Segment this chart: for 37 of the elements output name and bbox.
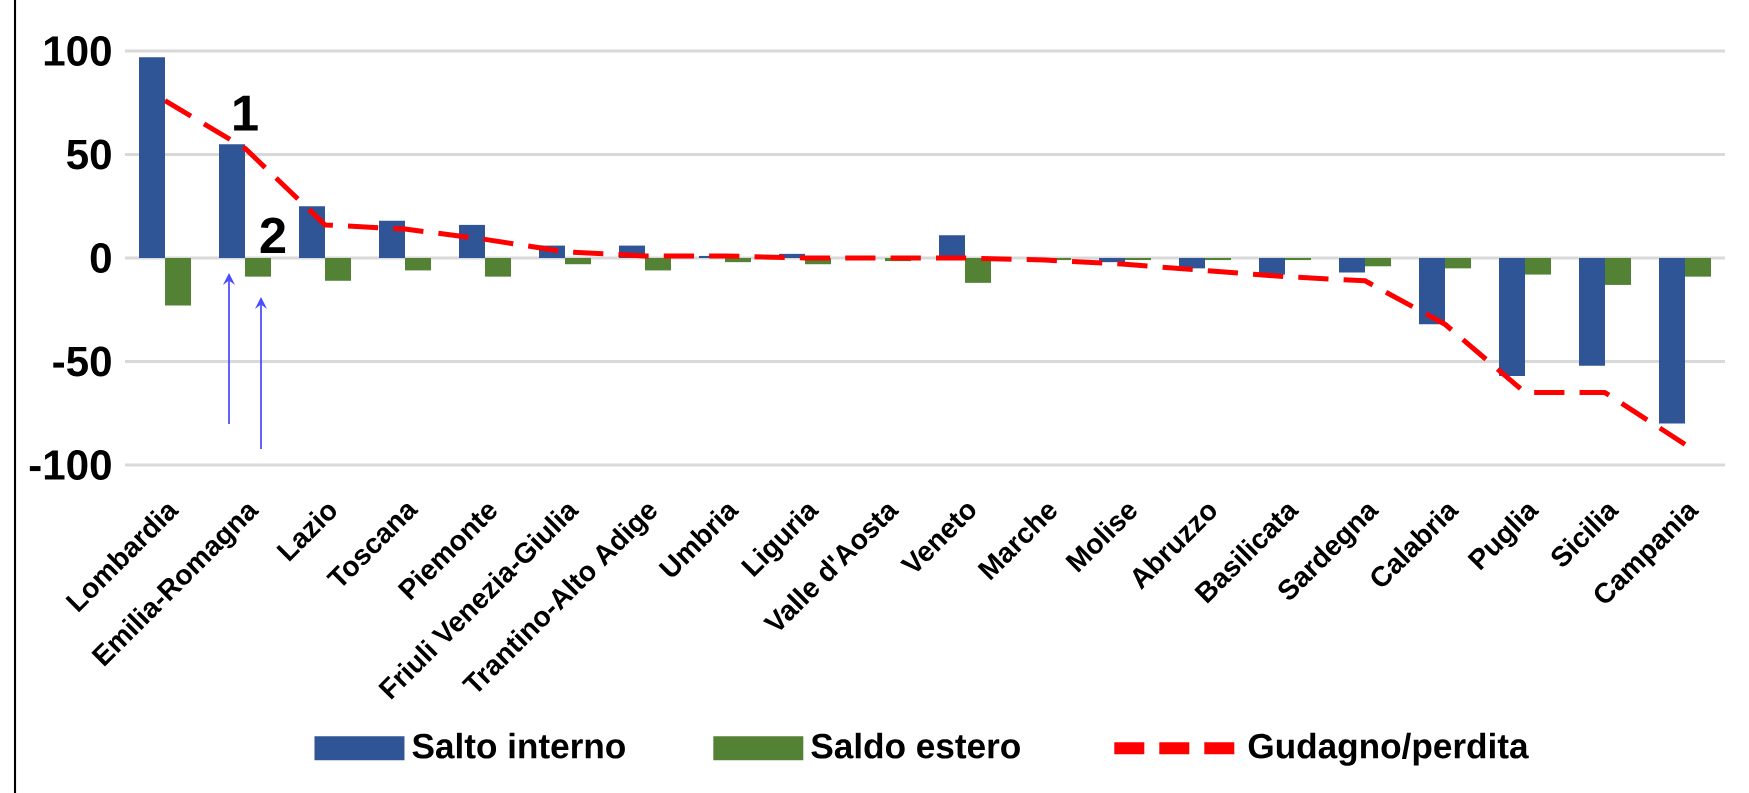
annotation: 1 bbox=[234, 95, 258, 131]
bar bbox=[325, 258, 352, 281]
y-tick-label: -50 bbox=[53, 346, 111, 377]
y-tick-label: -100 bbox=[29, 450, 111, 480]
bar bbox=[1525, 258, 1551, 275]
legend-label: Salto interno bbox=[412, 732, 625, 759]
bar bbox=[139, 57, 166, 259]
bar bbox=[405, 258, 432, 271]
bar bbox=[565, 258, 591, 265]
bar bbox=[379, 220, 406, 259]
bar bbox=[1205, 258, 1232, 261]
annotation: 2 bbox=[260, 217, 286, 253]
bar bbox=[219, 144, 246, 259]
bar bbox=[1339, 258, 1366, 273]
bar bbox=[299, 206, 325, 259]
legend-label: Gudagno/perdita bbox=[1248, 732, 1529, 766]
bar bbox=[965, 258, 991, 283]
y-tick-label: 100 bbox=[44, 36, 111, 66]
bar bbox=[1499, 258, 1526, 376]
legend-label: Saldo estero bbox=[811, 732, 1020, 759]
bar bbox=[1125, 258, 1151, 261]
bar bbox=[1605, 258, 1632, 285]
bar bbox=[165, 258, 191, 306]
bar bbox=[459, 224, 485, 259]
bar bbox=[245, 258, 272, 277]
bar bbox=[1285, 258, 1311, 261]
bar bbox=[1445, 258, 1472, 269]
bar bbox=[1685, 258, 1711, 277]
bar bbox=[485, 258, 512, 277]
bar bbox=[1365, 258, 1392, 267]
bar bbox=[645, 258, 672, 271]
bar bbox=[1419, 258, 1445, 325]
y-tick-label: 50 bbox=[67, 139, 111, 170]
bar bbox=[939, 235, 966, 259]
bar bbox=[1659, 258, 1685, 424]
bar bbox=[1579, 258, 1606, 366]
y-tick-label: 0 bbox=[90, 243, 111, 273]
